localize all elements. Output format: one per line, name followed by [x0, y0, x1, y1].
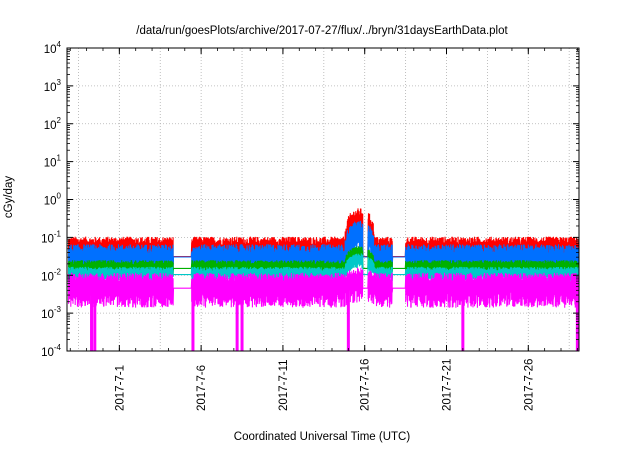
- y-tick-label: 100: [44, 192, 62, 208]
- magenta-dropout: [240, 290, 244, 351]
- magenta-dropout: [346, 290, 350, 351]
- tick-marks: [67, 47, 579, 352]
- y-tick-label: 104: [44, 40, 62, 56]
- x-tick-label: 2017-7-21: [442, 359, 454, 411]
- magenta-dropout: [90, 290, 94, 351]
- x-tick-label: 2017-7-6: [196, 365, 208, 411]
- y-tick-label: 10-4: [41, 343, 61, 359]
- y-tick-label: 101: [44, 154, 62, 170]
- series-4-line: [68, 267, 579, 308]
- y-tick-label: 10-1: [41, 229, 61, 245]
- y-tick-label: 10-3: [41, 305, 61, 321]
- magenta-dropout: [461, 290, 465, 351]
- y-tick-label: 10-2: [41, 267, 61, 283]
- x-tick-label: 2017-7-1: [114, 365, 126, 411]
- magenta-dropout: [575, 290, 579, 351]
- series-layer: [68, 208, 579, 351]
- y-tick-label: 103: [44, 78, 62, 94]
- y-axis-label: cGy/day: [3, 176, 15, 218]
- x-tick-label: 2017-7-16: [360, 359, 372, 411]
- magenta-dropout: [191, 290, 195, 351]
- chart-title: /data/run/goesPlots/archive/2017-07-27/f…: [136, 25, 508, 37]
- y-tick-labels: 10-4 10-3 10-2 10-1 100 101 102 103 104: [41, 40, 61, 359]
- x-axis-label: Coordinated Universal Time (UTC): [234, 431, 411, 443]
- x-tick-labels: 2017-7-1 2017-7-6 2017-7-11 2017-7-16 2017-7…: [114, 359, 535, 411]
- x-tick-label: 2017-7-26: [523, 359, 535, 411]
- magenta-dropout: [235, 290, 239, 351]
- x-tick-label: 2017-7-11: [278, 359, 290, 411]
- magenta-dropout: [93, 290, 97, 351]
- y-tick-label: 102: [44, 116, 62, 132]
- grid: [67, 48, 579, 351]
